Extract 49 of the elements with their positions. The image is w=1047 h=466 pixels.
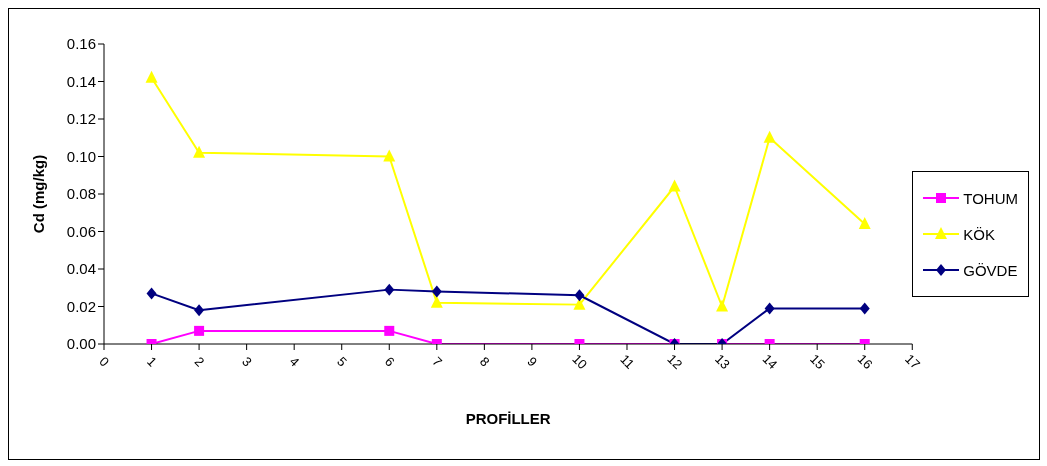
y-tick-label: 0.02	[66, 297, 96, 315]
x-tick-label: 7	[429, 353, 446, 370]
x-tick-label: 14	[759, 351, 781, 373]
point	[430, 295, 443, 308]
y-tick-label: 0.16	[66, 35, 96, 53]
point	[431, 285, 442, 298]
x-tick-label: 10	[569, 351, 591, 373]
x-tick-label: 2	[191, 353, 208, 370]
point	[668, 179, 681, 192]
legend-label: GÖVDE	[963, 261, 1018, 279]
x-tick-label: 16	[854, 351, 876, 373]
point	[384, 283, 395, 296]
point	[145, 70, 158, 83]
y-tick-label: 0.04	[66, 260, 96, 278]
y-tick-label: 0.00	[66, 335, 96, 353]
x-tick-label: 1	[144, 353, 160, 370]
point	[146, 287, 157, 300]
y-tick-label: 0.14	[66, 72, 96, 90]
point	[859, 302, 870, 315]
y-tick-label: 0.12	[66, 110, 96, 128]
point	[858, 217, 871, 229]
point	[194, 325, 205, 336]
x-tick-label: 11	[617, 351, 638, 372]
x-tick-label: 0	[96, 353, 113, 370]
point	[716, 299, 729, 312]
x-tick-label: 9	[524, 353, 541, 370]
x-tick-label: 5	[334, 353, 350, 370]
point	[763, 130, 776, 143]
y-tick-label: 0.08	[66, 185, 96, 203]
x-tick-label: 13	[712, 351, 733, 373]
y-axis-title: Cd (mg/kg)	[30, 154, 48, 234]
legend-label: TOHUM	[963, 189, 1018, 207]
x-tick-label: 4	[286, 353, 303, 370]
y-tick-label: 0.10	[66, 147, 96, 165]
point	[764, 302, 775, 315]
x-tick-label: 3	[239, 353, 255, 370]
point	[383, 149, 396, 162]
x-tick-label: 6	[381, 353, 398, 370]
y-tick-label: 0.06	[66, 222, 96, 240]
point	[194, 304, 205, 317]
x-tick-label: 15	[807, 351, 828, 373]
x-axis-title: PROFİLLER	[465, 410, 551, 427]
point	[384, 325, 395, 336]
x-tick-label: 12	[664, 351, 686, 373]
x-tick-label: 17	[902, 351, 924, 373]
legend-label: KÖK	[963, 225, 995, 243]
x-tick-label: 8	[476, 353, 493, 370]
point	[574, 289, 585, 302]
point	[193, 145, 206, 158]
